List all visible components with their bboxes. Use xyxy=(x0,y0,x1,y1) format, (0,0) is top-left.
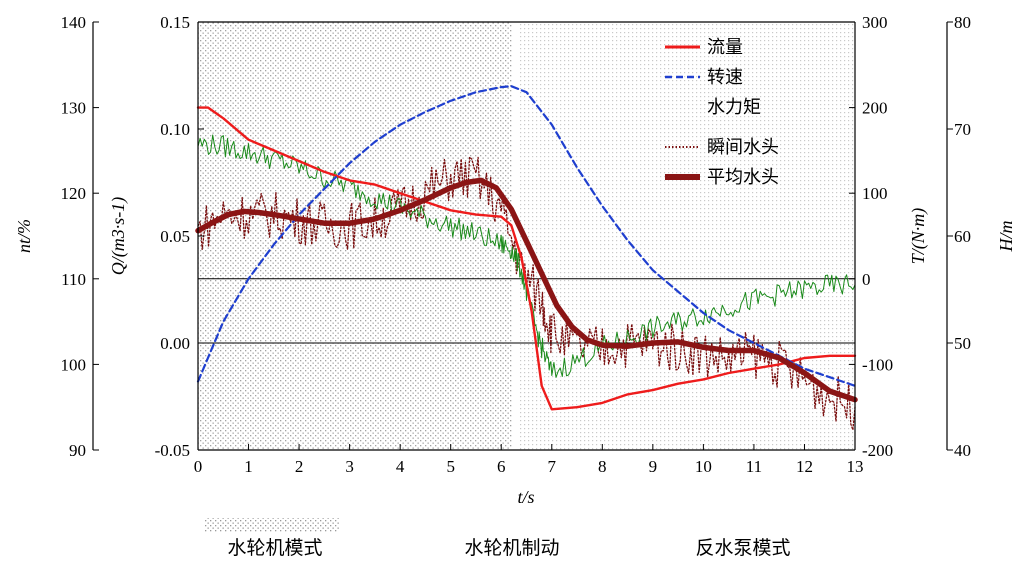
y-tick-label-nt: 130 xyxy=(61,99,87,118)
y-tick-label-nt: 100 xyxy=(61,355,87,374)
legend-label-speed: 转速 xyxy=(707,67,743,88)
y-tick-label-nt: 140 xyxy=(61,13,87,32)
y-tick-label-Q: 0.00 xyxy=(160,334,190,353)
y-tick-label-H: 80 xyxy=(954,13,971,32)
x-tick-label: 0 xyxy=(194,457,203,476)
legend-label-flow: 流量 xyxy=(707,37,743,58)
x-tick-label: 12 xyxy=(796,457,813,476)
series-line-1 xyxy=(196,85,857,387)
region-label-turbine: 水轮机模式 xyxy=(227,537,322,559)
x-tick-label: 2 xyxy=(295,457,304,476)
y-tick-label-H: 40 xyxy=(954,441,971,460)
y-tick-label-H: 50 xyxy=(954,334,971,353)
y-tick-label-T: -100 xyxy=(862,355,893,374)
x-tick-label: 4 xyxy=(396,457,405,476)
region-label-reverse-pump: 反水泵模式 xyxy=(695,537,790,559)
legend: 流量 转速 水力矩 瞬间水头 平均水头 xyxy=(665,37,779,188)
y-tick-label-Q: 0.10 xyxy=(160,120,190,139)
x-tick-label: 5 xyxy=(446,457,455,476)
x-tick-label: 9 xyxy=(649,457,658,476)
legend-label-instant-head: 瞬间水头 xyxy=(707,137,779,158)
y-tick-label-Q: -0.05 xyxy=(155,441,190,460)
y-tick-label-T: 300 xyxy=(862,13,888,32)
y-axis-label-Q: Q/(m3·s-1) xyxy=(108,197,129,276)
x-tick-label: 1 xyxy=(244,457,253,476)
series-line-3 xyxy=(197,156,856,431)
y-axis-label-nt: nt/% xyxy=(14,219,34,253)
y-tick-label-T: -200 xyxy=(862,441,893,460)
legend-label-torque: 水力矩 xyxy=(707,97,761,118)
legend-label-avg-head: 平均水头 xyxy=(707,167,779,188)
tick-layer: 0 1 2 3 4 5 6 7 8 9 10 11 12 1390100110120130140-0.05… xyxy=(61,13,972,476)
x-tick-label: 7 xyxy=(548,457,557,476)
plot-area xyxy=(195,85,858,431)
series-line-4 xyxy=(195,177,858,403)
x-axis-label: t/s xyxy=(517,487,534,507)
x-tick-label: 13 xyxy=(847,457,864,476)
y-tick-label-T: 100 xyxy=(862,184,888,203)
x-tick-label: 3 xyxy=(345,457,354,476)
y-tick-label-Q: 0.15 xyxy=(160,13,190,32)
y-axis-label-T: T/(N·m) xyxy=(908,208,929,265)
y-tick-label-nt: 90 xyxy=(69,441,86,460)
y-tick-label-Q: 0.05 xyxy=(160,227,190,246)
background-pattern xyxy=(198,22,855,532)
x-tick-label: 6 xyxy=(497,457,506,476)
series-line-0 xyxy=(196,106,857,411)
x-tick-label: 8 xyxy=(598,457,607,476)
region-label-braking: 水轮机制动 xyxy=(464,537,559,559)
y-tick-label-T: 200 xyxy=(862,99,888,118)
y-tick-label-nt: 110 xyxy=(61,270,86,289)
y-axis-label-H: H/m xyxy=(996,221,1016,253)
y-tick-label-H: 70 xyxy=(954,120,971,139)
y-tick-label-H: 60 xyxy=(954,227,971,246)
y-tick-label-T: 0 xyxy=(862,270,871,289)
y-tick-label-nt: 120 xyxy=(61,184,87,203)
x-tick-label: 10 xyxy=(695,457,712,476)
x-tick-label: 11 xyxy=(746,457,762,476)
